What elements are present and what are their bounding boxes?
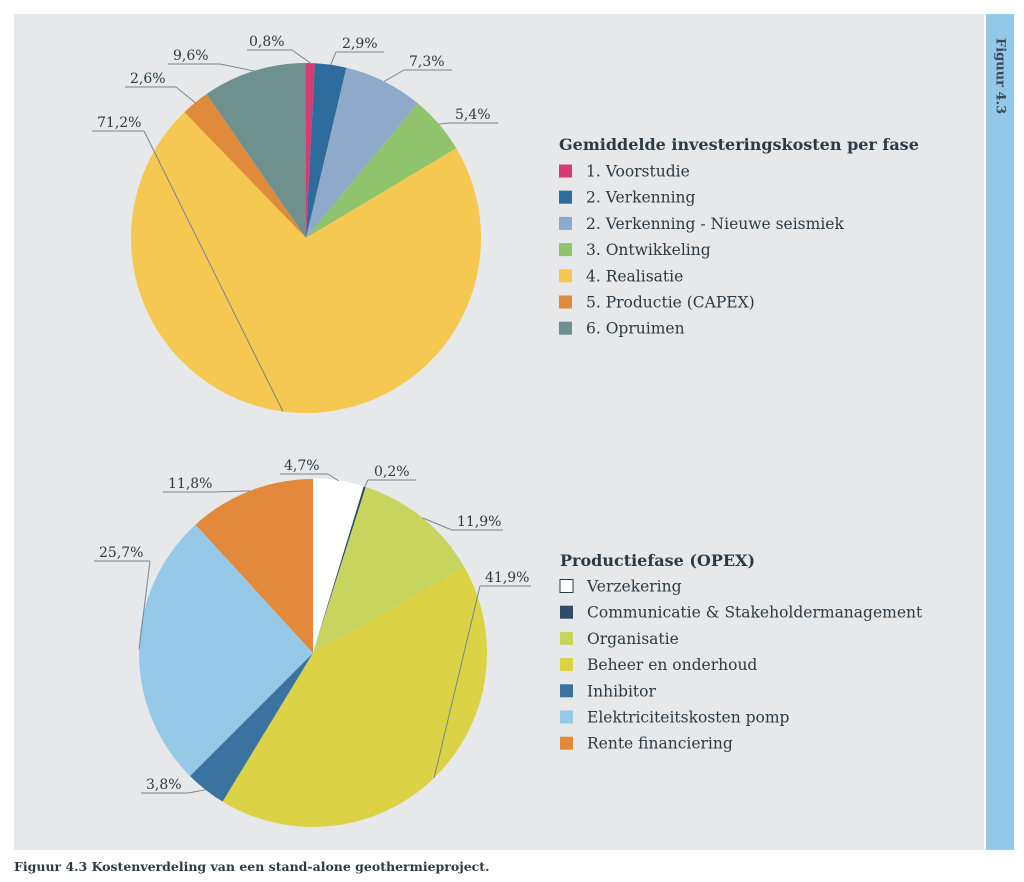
data-label-organisatie: 11,9%: [457, 514, 501, 530]
legend-label-1-voorstudie: 1. Voorstudie: [586, 163, 690, 181]
legend-label-beheer-en-onderhoud: Beheer en onderhoud: [587, 656, 757, 674]
data-label-communicatie-stakeholdermanagement: 0,2%: [374, 464, 410, 480]
legend-swatch-rente-financiering: [560, 736, 573, 750]
legend-label-verzekering: Verzekering: [586, 578, 682, 596]
legend-swatch-communicatie-stakeholdermanagement: [560, 605, 573, 619]
legend-label-2-verkenning-nieuwe-seismiek: 2. Verkenning - Nieuwe seismiek: [586, 215, 844, 233]
legend-swatch-6-opruimen: [559, 321, 572, 335]
legend-label-elektriciteitskosten-pomp: Elektriciteitskosten pomp: [587, 709, 790, 727]
data-label-rente-financiering: 11,8%: [168, 476, 212, 492]
leader-line: [422, 517, 453, 531]
legend-label-inhibitor: Inhibitor: [587, 682, 656, 700]
legend-label-3-ontwikkeling: 3. Ontwikkeling: [586, 241, 711, 259]
data-label-2-verkenning-nieuwe-seismiek: 7,3%: [409, 54, 445, 70]
data-label-3-ontwikkeling: 5,4%: [455, 107, 491, 123]
legend-swatch-organisatie: [560, 631, 573, 645]
leader-line: [438, 122, 451, 125]
pie-slice-inhibitor: [189, 653, 313, 802]
pie-chart-1: 0,8% 2,9% 7,3% 5,4% 71,2% 2,6% 9,6%: [92, 34, 498, 414]
data-label-4-realisatie: 71,2%: [97, 115, 141, 131]
legend-label-rente-financiering: Rente financiering: [587, 735, 733, 753]
legend-label-organisatie: Organisatie: [587, 630, 679, 648]
pie-slice-2-verkenning-nieuwe-seismiek: [306, 67, 418, 238]
legend-swatch-2-verkenning-nieuwe-seismiek: [559, 216, 572, 230]
figure-tab: Figuur 4.3: [986, 14, 1014, 850]
legend-swatch-beheer-en-onderhoud: [560, 658, 573, 672]
data-label-1-voorstudie: 0,8%: [249, 34, 285, 50]
pie-slice-3-ontwikkeling: [306, 103, 457, 238]
leader-line: [175, 86, 196, 103]
data-label-verzekering: 4,7%: [284, 458, 320, 474]
legend-swatch-2-verkenning: [559, 190, 572, 204]
leader-line: [138, 560, 151, 650]
pie-slice-2-verkenning: [306, 63, 347, 238]
data-label-inhibitor: 3,8%: [146, 777, 182, 793]
figure-caption: Figuur 4.3 Kostenverdeling van een stand…: [14, 859, 490, 874]
legend-label-6-opruimen: 6. Opruimen: [586, 320, 685, 338]
leader-line: [291, 49, 311, 64]
leader-line: [433, 585, 481, 779]
data-label-5-productie-capex: 2,6%: [130, 71, 166, 87]
pie-slice-5-productie-capex: [184, 94, 306, 238]
pie-slice-1-voorstudie: [306, 62, 315, 238]
data-label-6-opruimen: 9,6%: [173, 48, 209, 64]
leader-line: [383, 69, 405, 82]
data-label-beheer-en-onderhoud: 41,9%: [485, 570, 529, 586]
legend-title: Gemiddelde investeringskosten per fase: [559, 135, 919, 154]
legend-swatch-elektriciteitskosten-pomp: [560, 710, 573, 724]
leader-line: [327, 473, 339, 482]
legend-label-2-verkenning: 2. Verkenning: [586, 189, 696, 207]
legend-label-4-realisatie: 4. Realisatie: [586, 267, 683, 285]
pie-slice-communicatie-stakeholdermanagement: [313, 486, 366, 653]
data-label-elektriciteitskosten-pomp: 25,7%: [99, 545, 143, 561]
leader-line: [219, 63, 255, 72]
leader-line: [364, 479, 369, 488]
leader-line: [213, 490, 250, 493]
pie-chart-2: 4,7% 0,2% 11,9% 41,9% 3,8% 25,7% 11,8%: [94, 458, 531, 827]
legend-swatch-5-productie-capex: [559, 295, 572, 309]
leader-line: [187, 789, 206, 794]
pie-slice-rente-financiering: [195, 479, 313, 653]
pie-slice-verzekering: [312, 478, 365, 654]
pie-slice-6-opruimen: [206, 63, 306, 238]
legend-2: Productiefase (OPEX) Verzekering Communica…: [559, 551, 923, 753]
legend-swatch-4-realisatie: [559, 269, 572, 283]
legend-1: Gemiddelde investeringskosten per fase 1.…: [559, 135, 919, 338]
legend-label-communicatie-stakeholdermanagement: Communicatie & Stakeholdermanagement: [587, 604, 923, 622]
pie-slice-organisatie: [313, 487, 465, 653]
legend-title: Productiefase (OPEX): [560, 551, 755, 570]
legend-label-5-productie-capex: 5. Productie (CAPEX): [586, 294, 755, 312]
leader-line: [330, 51, 337, 65]
legend-swatch-inhibitor: [560, 684, 573, 698]
pie-slice-elektriciteitskosten-pomp: [138, 524, 313, 777]
legend-swatch-verzekering: [559, 579, 574, 593]
pie-slice-4-realisatie: [130, 112, 481, 414]
pie-slice-beheer-en-onderhoud: [222, 567, 487, 827]
legend-swatch-1-voorstudie: [559, 164, 572, 178]
leader-line: [143, 130, 284, 412]
legend-swatch-3-ontwikkeling: [559, 243, 572, 257]
data-label-2-verkenning: 2,9%: [342, 36, 378, 52]
